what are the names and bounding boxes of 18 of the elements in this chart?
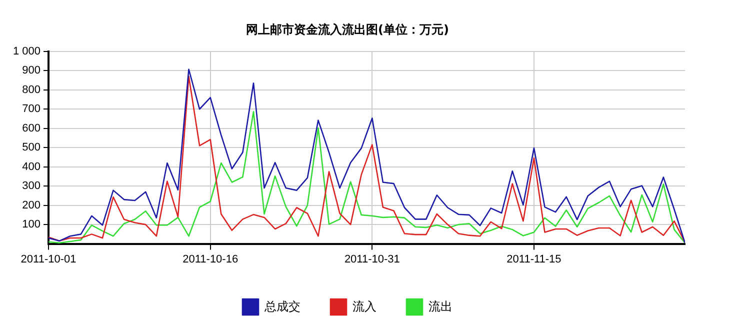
y-tick-label: 400 [22,160,41,173]
x-tick-label: 2011-10-01 [20,253,76,266]
y-tick-label: 200 [22,199,41,212]
y-tick-label: 600 [22,122,41,134]
y-tick-label: 500 [22,142,41,154]
y-tick-label: 900 [22,64,41,77]
x-tick-label: 2011-10-31 [344,253,400,266]
y-tick-label: 300 [22,180,41,192]
x-tick-label: 2011-11-15 [506,253,562,266]
y-tick-label: 1 000 [12,45,41,58]
legend-label: 流出 [428,299,452,314]
legend-label: 流入 [352,299,376,314]
chart-title: 网上邮市资金流入流出图(单位：万元) [246,22,449,36]
y-tick-label: 800 [22,84,41,96]
x-tick-label: 2011-10-16 [182,253,238,266]
y-tick-label: 700 [22,103,41,116]
legend-label: 总成交 [264,299,300,314]
y-tick-label: 100 [22,218,41,231]
